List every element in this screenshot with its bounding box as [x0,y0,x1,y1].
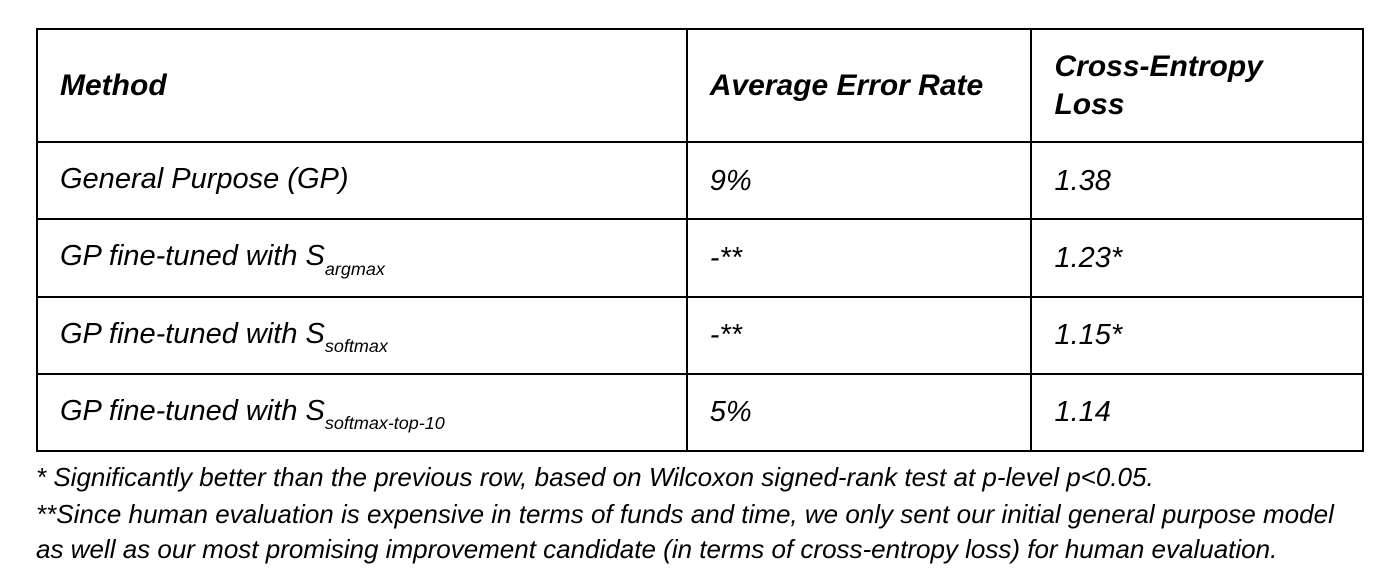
cell-aer: 9% [687,142,1032,219]
table-row: General Purpose (GP) 9% 1.38 [37,142,1363,219]
cell-aer: 5% [687,374,1032,451]
cell-method: GP fine-tuned with Ssoftmax [37,297,687,374]
cell-cel: 1.14 [1031,374,1363,451]
footnote-2: **Since human evaluation is expensive in… [36,497,1364,567]
cell-cel: 1.38 [1031,142,1363,219]
results-table: Method Average Error Rate Cross-Entropy … [36,28,1364,452]
method-subscript: softmax-top-10 [325,413,445,433]
footnotes: * Significantly better than the previous… [36,460,1364,567]
cell-method: GP fine-tuned with Ssoftmax-top-10 [37,374,687,451]
cell-method: General Purpose (GP) [37,142,687,219]
cell-cel: 1.23* [1031,219,1363,296]
method-prefix: General Purpose (GP) [60,163,349,195]
method-prefix: GP fine-tuned with S [60,318,325,350]
table-header-row: Method Average Error Rate Cross-Entropy … [37,29,1363,142]
method-prefix: GP fine-tuned with S [60,240,325,272]
col-header-method: Method [37,29,687,142]
table-row: GP fine-tuned with Sargmax -** 1.23* [37,219,1363,296]
page-root: Method Average Error Rate Cross-Entropy … [0,0,1400,579]
table-row: GP fine-tuned with Ssoftmax-top-10 5% 1.… [37,374,1363,451]
table-row: GP fine-tuned with Ssoftmax -** 1.15* [37,297,1363,374]
method-subscript: softmax [325,336,388,356]
col-header-aer: Average Error Rate [687,29,1032,142]
cell-method: GP fine-tuned with Sargmax [37,219,687,296]
cell-aer: -** [687,297,1032,374]
cell-cel: 1.15* [1031,297,1363,374]
method-prefix: GP fine-tuned with S [60,395,325,427]
footnote-1: * Significantly better than the previous… [36,460,1364,495]
cell-aer: -** [687,219,1032,296]
col-header-cel: Cross-Entropy Loss [1031,29,1363,142]
method-subscript: argmax [325,259,385,279]
